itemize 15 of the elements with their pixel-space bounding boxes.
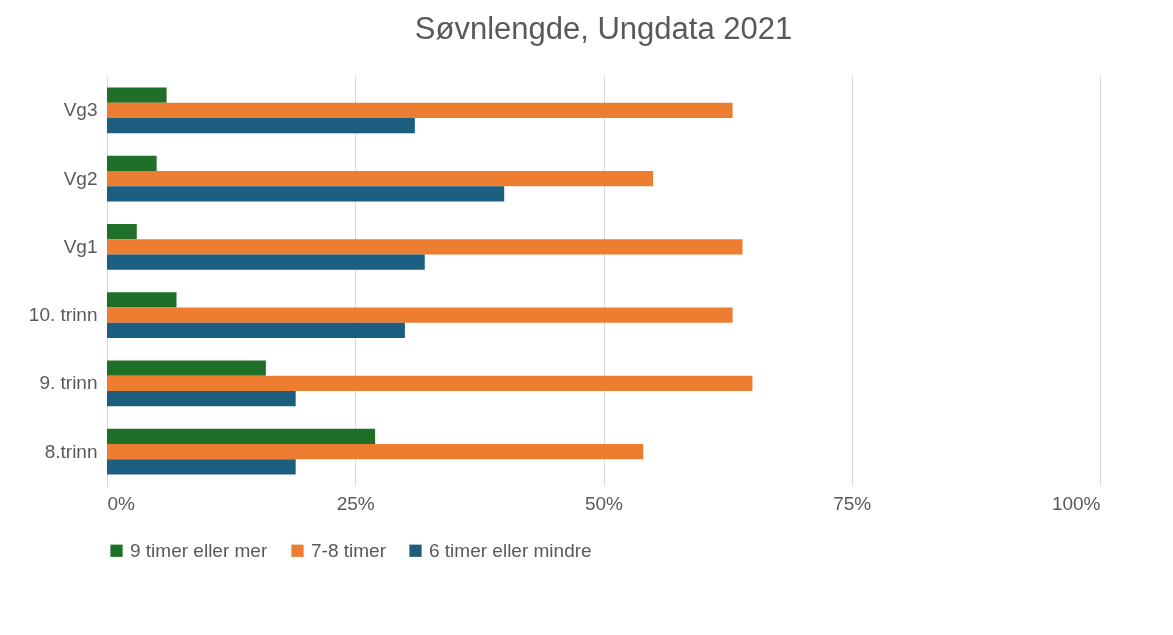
y-tick-label: 9. trinn [39,372,98,394]
y-tick-label: Vg1 [63,235,98,257]
x-tick-label: 100% [1051,492,1101,514]
x-tick-label: 75% [833,492,872,514]
legend-label: 9 timer eller mer [130,539,268,561]
y-tick-label: Vg3 [63,99,98,121]
legend-label: 6 timer eller mindre [429,539,592,561]
legend-label: 7-8 timer [311,539,387,561]
x-tick-label: 0% [107,492,136,514]
x-tick-label: 25% [336,492,375,514]
y-tick-label: 10. trinn [28,304,98,326]
chart-title: Søvnlengde, Ungdata 2021 [414,11,793,46]
x-tick-label: 50% [584,492,624,514]
y-tick-label: 8.trinn [44,440,98,462]
y-tick-label: Vg2 [63,167,98,189]
